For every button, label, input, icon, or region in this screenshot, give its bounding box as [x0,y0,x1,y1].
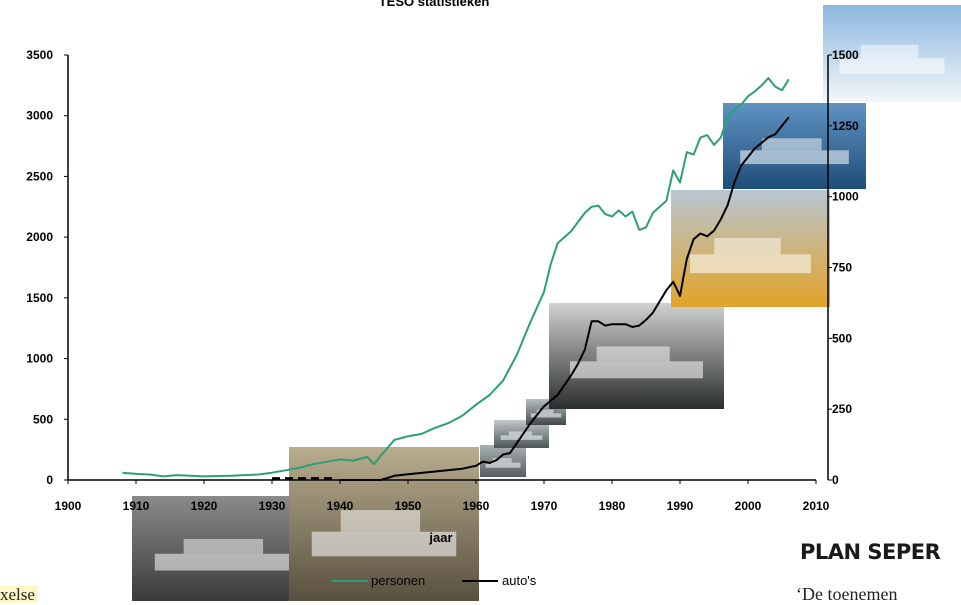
left-y-tick-label: 500 [33,412,53,426]
left-y-tick-label: 3500 [26,48,53,62]
x-tick-label: 1940 [327,499,354,513]
x-tick-label: 1950 [395,499,422,513]
article-body-fragment: ‘De toenemen [796,584,898,604]
right-y-tick-label: 1000 [832,190,859,204]
ferry-photo-1975 [549,303,724,409]
x-tick-label: 1970 [531,499,558,513]
left-y-tick-label: 1500 [26,291,53,305]
article-heading-fragment: PLAN SEPER [800,540,941,564]
chart-title: TESO statistieken [379,0,490,9]
axis-ticks: 1900 1910 1920 1930 1940 1950 1960 1970 1980 1990… [26,48,859,513]
x-tick-label: 1980 [599,499,626,513]
left-caption-fragment: xelse [0,586,38,603]
ferry-photo-1930s [289,447,479,601]
x-axis-label: jaar [428,530,452,545]
left-y-tick-label: 1000 [26,352,53,366]
right-y-tick-label: 1500 [832,48,859,62]
ferry-photo-2006 [823,5,961,102]
right-y-tick-label: 500 [832,331,852,345]
ferry-photo-1962 [480,445,526,477]
series-line-personen [122,77,790,478]
left-y-tick-label: 3000 [26,109,53,123]
left-y-tick-label: 0 [46,473,53,487]
right-y-tick-label: 250 [832,402,852,416]
x-tick-label: 1990 [667,499,694,513]
left-y-tick-label: 2500 [26,169,53,183]
x-tick-label: 1900 [55,499,82,513]
x-tick-label: 1930 [259,499,286,513]
right-y-tick-label: 1250 [832,119,859,133]
ferry-photos-layer [132,5,961,601]
ferry-photo-2000 [723,103,866,189]
series-line-autos [340,116,790,481]
x-tick-label: 2000 [735,499,762,513]
right-y-tick-label: 0 [832,473,839,487]
x-tick-label: 1960 [463,499,490,513]
right-y-tick-label: 750 [832,261,852,275]
x-tick-label: 1910 [123,499,150,513]
series-layer [122,77,790,481]
legend-label-autos: auto's [502,573,537,588]
legend-label-personen: personen [371,573,425,588]
x-tick-label: 1920 [191,499,218,513]
ferry-photo-1990 [671,190,830,307]
legend: personen auto's [332,573,537,588]
x-tick-label: 2010 [803,499,830,513]
left-y-tick-label: 2000 [26,230,53,244]
